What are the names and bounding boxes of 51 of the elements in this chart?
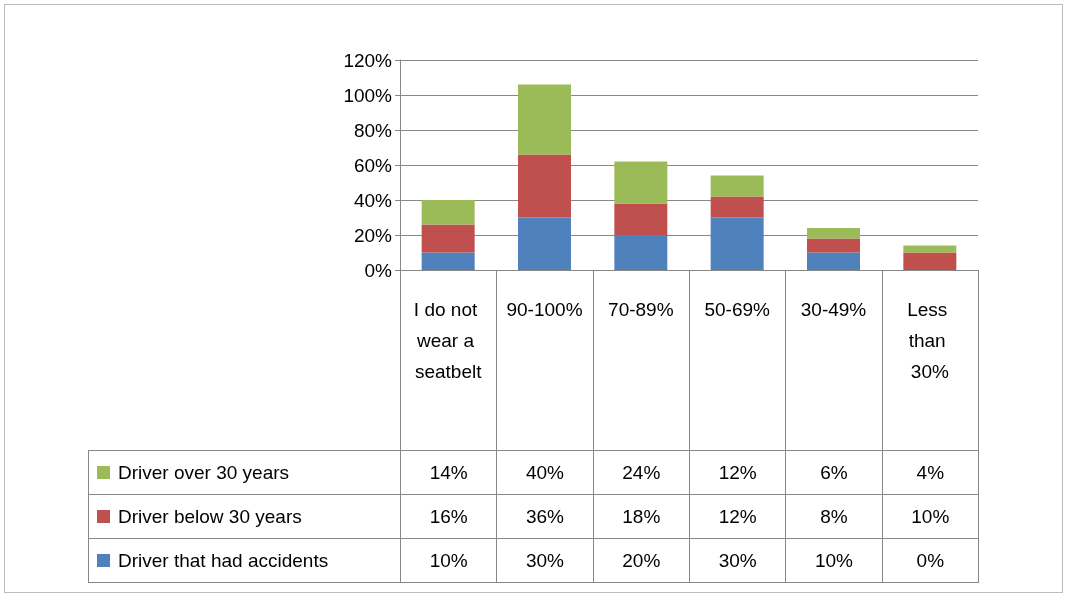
x-tick-label: 90-100% (506, 299, 583, 320)
legend-label: Driver over 30 years (118, 461, 290, 484)
bar (903, 245, 957, 253)
data-label: 0% (881, 538, 979, 583)
data-label: 20% (592, 538, 690, 583)
data-label: 10% (785, 538, 883, 583)
bar (518, 154, 571, 218)
data-label: 18% (592, 494, 690, 539)
data-label: 36% (496, 494, 594, 539)
data-label: 30% (496, 538, 594, 583)
y-tick-label: 40% (353, 189, 393, 211)
bar (614, 161, 668, 204)
data-label: 14% (400, 450, 498, 495)
data-label: 8% (785, 494, 883, 539)
data-label: 40% (496, 450, 594, 495)
bar (710, 196, 764, 218)
data-label: 6% (785, 450, 883, 495)
bar (807, 228, 860, 239)
data-label: 10% (881, 494, 979, 539)
bar (518, 84, 571, 155)
y-tick-label: 60% (353, 154, 393, 176)
y-tick-label: 100% (343, 84, 393, 106)
bar (421, 252, 475, 270)
bar (903, 252, 957, 270)
x-tick-label: 50-69% (704, 299, 771, 320)
legend-label: Driver that had accidents (118, 549, 329, 572)
y-tick-label: 20% (353, 224, 393, 246)
bar (614, 235, 668, 270)
x-tick-label: 30-49% (800, 299, 867, 320)
x-tick-label: 70-89% (608, 299, 674, 320)
x-tick-label: I do not wear a seatbelt (413, 299, 483, 382)
data-label: 12% (689, 450, 787, 495)
data-label: 30% (689, 538, 787, 583)
bar (710, 175, 764, 197)
x-tick-label: Less than 30% (907, 299, 953, 382)
bar (421, 224, 475, 253)
data-label: 12% (689, 494, 787, 539)
bar (807, 252, 860, 270)
data-label: 24% (592, 450, 690, 495)
bar (807, 238, 860, 253)
bar (710, 217, 764, 270)
data-label: 16% (400, 494, 498, 539)
y-tick-label: 120% (343, 49, 393, 71)
legend-label: Driver below 30 years (118, 505, 302, 528)
data-label: 10% (400, 538, 498, 583)
bar (518, 217, 571, 270)
y-tick-label: 0% (364, 259, 393, 281)
y-tick-label: 80% (353, 119, 393, 141)
bar (421, 200, 475, 225)
data-label: 4% (881, 450, 979, 495)
bar (614, 203, 668, 235)
